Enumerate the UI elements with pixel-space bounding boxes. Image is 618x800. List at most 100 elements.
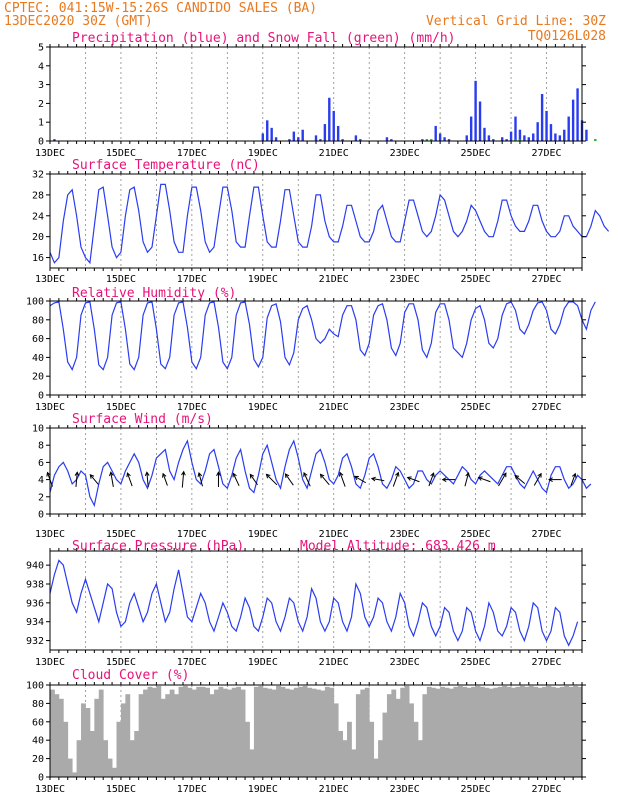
precip-bar	[571, 99, 575, 141]
precip-bar	[274, 137, 278, 141]
wind-arrow	[144, 471, 150, 488]
y-tick-label: 934	[26, 617, 44, 628]
cloud-bar	[484, 687, 490, 777]
wind-arrow	[498, 472, 507, 487]
y-tick-label: 8	[38, 441, 44, 452]
y-tick-label: 60	[32, 717, 44, 728]
wind-arrow-shaft	[249, 474, 258, 486]
cloud-bar	[488, 688, 494, 777]
cloud-bar	[231, 687, 237, 777]
cloud-bar	[426, 686, 432, 777]
x-tick-label: 19DEC	[248, 402, 278, 413]
y-tick-label: 3	[38, 80, 44, 91]
panel-wind: 0 2 4 6 8 10 13DEC 15DEC 17DEC 19DEC 21DEC 23DEC 25D…	[32, 412, 592, 540]
precip-bar	[292, 131, 296, 141]
precip-bar	[359, 139, 362, 141]
x-tick-label: 25DEC	[461, 148, 491, 159]
x-tick-label: 25DEC	[461, 274, 491, 285]
cloud-bar	[338, 731, 343, 777]
wind-arrow	[319, 473, 330, 486]
cloud-bar	[577, 686, 583, 777]
cloud-bar	[329, 687, 335, 777]
cloud-bar	[103, 740, 109, 777]
wind-arrow-head	[394, 471, 400, 477]
cloud-bar	[50, 689, 55, 777]
wind-arrow-head	[303, 471, 308, 477]
precip-bar	[514, 139, 517, 141]
cloud-bar	[143, 689, 148, 777]
cloud-bar	[72, 772, 77, 777]
cloud-bar	[542, 686, 547, 777]
wind-arrow-head	[109, 471, 114, 477]
wind-arrow-shaft	[533, 473, 542, 486]
x-tick-label: 15DEC	[106, 657, 136, 668]
wind-arrow	[249, 473, 258, 486]
cloud-bar	[533, 686, 539, 777]
cloud-bar	[417, 740, 423, 777]
cloud-bar	[222, 688, 228, 777]
y-tick-label: 940	[26, 561, 44, 572]
cloud-bar	[191, 689, 197, 777]
wind-arrow-shaft	[181, 471, 185, 488]
wind-arrow	[514, 474, 526, 485]
cloud-bar	[440, 686, 445, 777]
precip-bar	[390, 139, 393, 141]
wind-arrow-shaft	[354, 476, 367, 484]
precip-bar	[567, 116, 570, 141]
y-tick-label: 4	[38, 61, 44, 72]
cloud-bar	[506, 686, 512, 777]
header-location: CPTEC: 041:15W-15:26S CANDIDO SALES (BA)	[4, 1, 317, 16]
cloud-bar	[147, 686, 153, 777]
x-tick-label: 17DEC	[177, 657, 207, 668]
precip-bar	[487, 135, 491, 141]
cloud-bar	[511, 687, 516, 777]
wind-arrow	[441, 477, 456, 482]
cloud-bar	[289, 689, 295, 777]
cloud-bar	[320, 690, 326, 777]
cloud-bar	[258, 685, 264, 777]
cloud-bar	[559, 686, 565, 777]
cloud-bar	[112, 767, 117, 777]
cloud-bar	[400, 687, 406, 777]
y-tick-label: 2	[38, 492, 44, 503]
precip-bar	[527, 137, 530, 141]
wind-arrow-head	[319, 473, 325, 479]
precip-bar	[501, 137, 504, 141]
precip-bar	[270, 127, 273, 141]
wind-arrow-shaft	[514, 475, 526, 485]
wind-arrow-head	[430, 472, 435, 478]
precip-bar	[505, 139, 508, 141]
y-tick-label: 4	[38, 475, 44, 486]
cloud-bar	[245, 721, 250, 777]
wind-arrow	[216, 471, 221, 487]
cloud-bar	[568, 686, 574, 777]
wind-arrow	[338, 471, 346, 487]
precip-bar	[438, 133, 442, 141]
cloud-bar	[537, 687, 543, 777]
x-tick-label: 15DEC	[106, 402, 136, 413]
cloud-bar	[307, 687, 312, 777]
wind-arrow-head	[370, 476, 376, 482]
precip-bar	[469, 116, 473, 141]
chart-panels: 0 1 2 3 4 5 13DEC 15DEC 17DEC 19DEC 21DEC 23DEC 25DE…	[26, 31, 610, 795]
pres-line	[49, 559, 579, 647]
precip-bar	[266, 120, 269, 141]
wind-arrow-head	[74, 471, 80, 477]
y-tick-label: 0	[38, 391, 44, 402]
wind-arrow-head	[265, 473, 271, 479]
cloud-bar	[449, 688, 454, 777]
cloud-bar	[480, 686, 485, 777]
x-tick-label: 13DEC	[35, 402, 65, 413]
cloud-bar	[169, 689, 175, 777]
y-tick-label: 28	[32, 190, 44, 201]
wind-arrow-head	[514, 474, 520, 480]
cloud-bar	[524, 686, 530, 777]
wind-arrow-shaft	[89, 474, 99, 485]
wind-arrow	[353, 475, 367, 484]
cloud-bar	[369, 721, 375, 777]
x-tick-label: 23DEC	[390, 529, 420, 540]
panel-rh: 0 20 40 60 80 100 13DEC 15DEC 17DEC 19DEC 21DEC 23D…	[26, 286, 596, 413]
cloud-bar	[364, 687, 370, 777]
precip-bar	[518, 129, 522, 141]
